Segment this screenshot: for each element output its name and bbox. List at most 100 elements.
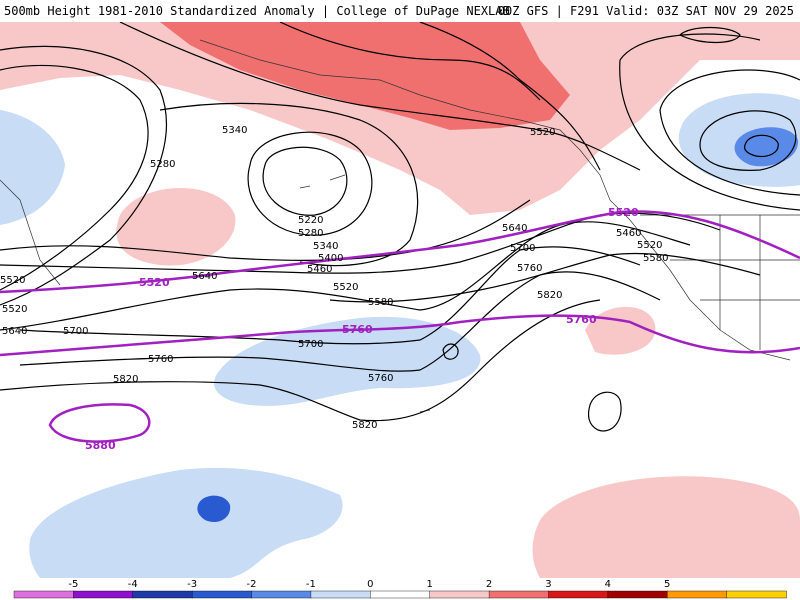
contour-top-closed [678,26,741,44]
contour-label: 5640 [502,223,527,234]
colorbar-swatch [726,590,787,599]
colorbar-tick-label: 0 [367,579,373,590]
colorbar-tick-label: 2 [486,579,492,590]
highlight-label-5520-east: 5520 [608,206,639,219]
contour-label: 5640 [2,326,27,337]
highlight-label-5760-east: 5760 [566,313,597,326]
colorbar-swatch [370,590,431,599]
map-title: 500mb Height 1981-2010 Standardized Anom… [4,4,510,18]
highlight-label-5760-west: 5760 [342,323,373,336]
colorbar-swatch [488,590,550,599]
highlight-labels: 5520 5520 5760 5760 5880 [85,206,639,452]
contour-north-4 [279,22,541,101]
contour-label: 5760 [148,354,173,365]
highlight-contours [0,210,800,443]
contour-5760 [19,271,661,372]
contour-label: 5760 [517,263,542,274]
colorbar-swatch [429,590,490,599]
anomaly-shading [0,22,800,578]
strong-negative-anomaly-south [197,495,231,523]
contour-low-mid [247,131,373,236]
contour-gulf-low-2 [743,134,779,158]
contour-low-inner [262,146,348,216]
contour-label: 5520 [530,127,555,138]
contour-5760-highlight [0,314,800,357]
height-contours [0,22,800,432]
contour-high-closed [587,391,622,432]
contour-label: 5700 [298,339,323,350]
colorbar-swatch [191,590,253,599]
contour-5460 [0,212,721,274]
contour-label: 5580 [643,253,668,264]
contour-label: 5580 [368,297,393,308]
negative-anomaly-west [0,110,65,225]
colorbar-swatch [132,590,193,599]
contour-5880-highlight [48,403,151,443]
contour-small-closed [442,343,459,360]
contour-label: 5280 [298,228,323,239]
contour-gulf-low-1 [699,110,797,171]
model-run-info: 00Z GFS | F291 Valid: 03Z SAT NOV 29 202… [497,4,794,18]
colorbar-swatch [667,590,728,599]
contour-north-1 [0,64,149,291]
colorbar-swatch [607,590,668,599]
positive-anomaly-south [532,476,800,578]
contour-5700 [19,246,641,345]
strong-negative-anomaly-gulf [734,127,799,167]
strong-positive-anomaly [160,22,570,130]
contour-label: 5280 [150,159,175,170]
colorbar-tick-label: -5 [68,579,78,590]
alaska-coast [199,39,611,201]
contour-label: 5700 [63,326,88,337]
colorbar-swatch [251,590,312,599]
us-borders [640,214,800,350]
colorbar-tick-label: -1 [306,579,316,590]
contour-label: 5520 [333,282,358,293]
colorbar-tick-label: -3 [187,579,197,590]
contour-label: 5520 [637,240,662,251]
contour-label: 5700 [510,243,535,254]
contour-label: 5220 [298,215,323,226]
highlight-label-5880: 5880 [85,439,116,452]
negative-anomaly-south [29,467,343,578]
north-america-coast [609,199,791,361]
contour-5640 [0,221,691,331]
contour-label: 5460 [616,228,641,239]
contour-5820 [0,299,601,422]
map-canvas[interactable]: 5340 5280 5220 5280 5340 5400 5460 5520 … [0,22,800,578]
siberia-coast [0,179,61,286]
colorbar-swatch [73,590,134,599]
header-bar: 500mb Height 1981-2010 Standardized Anom… [0,0,800,22]
coastlines [0,39,800,413]
contour-labels: 5340 5280 5220 5280 5340 5400 5460 5520 … [0,125,668,431]
contour-label: 5520 [0,275,25,286]
colorbar-ticks: -5 -4 -3 -2 -1 0 1 2 3 4 5 [68,579,670,590]
colorbar-tick-label: 4 [605,579,611,590]
contour-5520-highlight [0,210,800,294]
colorbar-swatch [548,590,609,599]
colorbar-tick-label: 1 [427,579,433,590]
colorbar-tick-label: 3 [545,579,551,590]
colorbar-swatch [310,590,372,599]
contour-gulf-low-3 [659,69,800,196]
colorbar-swatch [13,590,75,599]
contour-5340-arc [159,102,419,267]
contour-gulf-low-4 [619,33,800,211]
contour-label: 5400 [318,253,343,264]
negative-anomaly-central [214,316,481,406]
colorbar-tick-label: -4 [128,579,138,590]
contour-north-2 [0,45,167,306]
contour-label: 5340 [222,125,247,136]
positive-anomaly-north [0,22,800,215]
contour-label: 5460 [307,264,332,275]
contour-label: 5340 [313,241,338,252]
contour-5580 [329,252,761,303]
contour-north-5 [419,22,601,171]
contour-north-3 [119,22,641,171]
contour-label: 5520 [2,304,27,315]
contour-label: 5760 [368,373,393,384]
contour-5400 [0,199,531,261]
contour-label: 5820 [537,290,562,301]
contour-label: 5640 [192,271,217,282]
contour-label: 5820 [352,420,377,431]
